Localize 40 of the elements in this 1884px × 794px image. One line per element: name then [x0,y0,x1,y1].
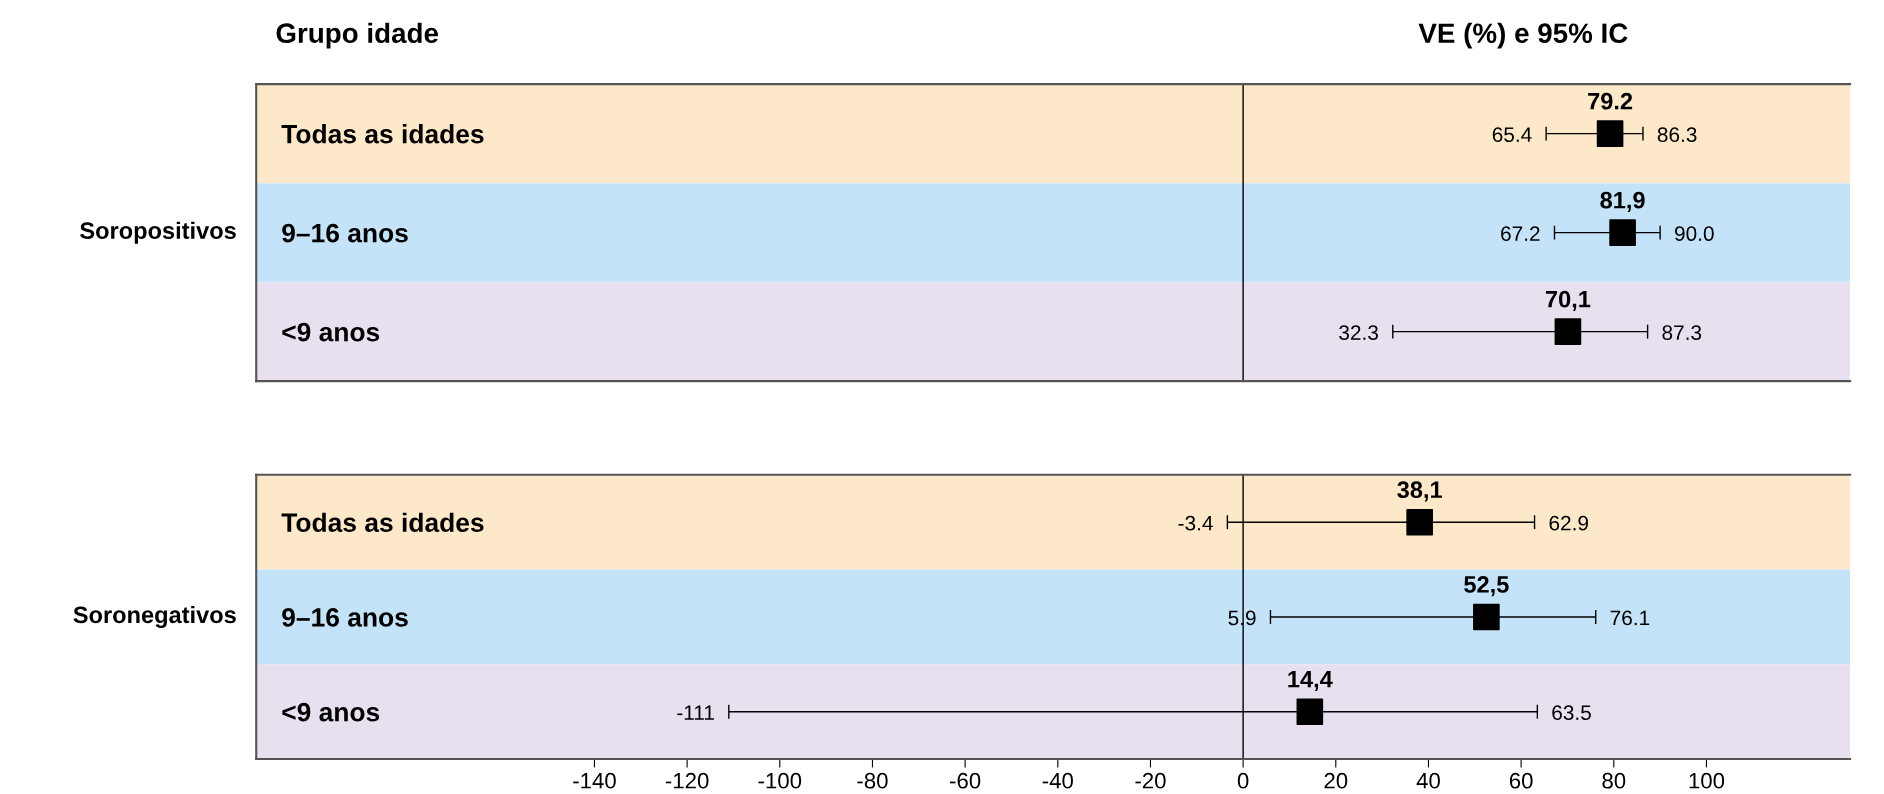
y-tick-label: <9 anos [282,702,380,722]
annotation: 87.3 [1662,325,1702,340]
x-tick-label: -120 [665,772,709,789]
annotation: 65.4 [1492,127,1532,143]
data-label: 70,1 [1545,290,1591,311]
x-tick-label: -80 [857,772,888,789]
annotation: -111 [677,705,714,720]
x-tick-label: 60 [1509,772,1533,789]
annotation: 90.0 [1674,226,1714,242]
data-label: 79.2 [1588,92,1633,110]
chart-title: VE (%) e 95% IC [1418,22,1628,49]
annotation: 67.2 [1501,226,1540,242]
x-tick-label: 0 [1237,772,1249,789]
annotation: 62.9 [1549,515,1589,531]
x-tick-label: -40 [1042,772,1073,789]
x-tick-label: 80 [1602,772,1626,789]
annotation: -3.4 [1178,515,1213,531]
data-label: 14,4 [1288,671,1333,691]
y-tick-label: <9 anos [282,322,380,342]
y-tick-label: Todas as idades [281,512,484,533]
y-tick-label: 9–16 anos [282,608,408,627]
y-axis-title: Soropositivos [80,221,236,244]
annotation: 86.3 [1657,127,1697,143]
x-tick-label: -20 [1135,772,1166,789]
data-label: 81,9 [1600,191,1645,212]
x-tick-label: 20 [1324,772,1348,789]
x-tick-label: -140 [573,772,616,789]
data-label: 52,5 [1464,576,1509,597]
x-tick-label: -100 [758,772,802,789]
annotation: 32.3 [1339,325,1378,340]
text: Grupo idade [276,22,438,49]
x-tick-label: 40 [1416,772,1440,789]
data-label: 38,1 [1397,481,1442,502]
y-tick-label: 9–16 anos [282,223,408,243]
x-tick-label: -60 [950,772,981,789]
annotation: 63.5 [1552,705,1591,721]
y-axis-title: Soronegativos [73,605,236,628]
x-tick-label: 100 [1689,772,1725,789]
y-tick-label: Todas as idades [281,124,484,144]
annotation: 76.1 [1610,610,1650,626]
